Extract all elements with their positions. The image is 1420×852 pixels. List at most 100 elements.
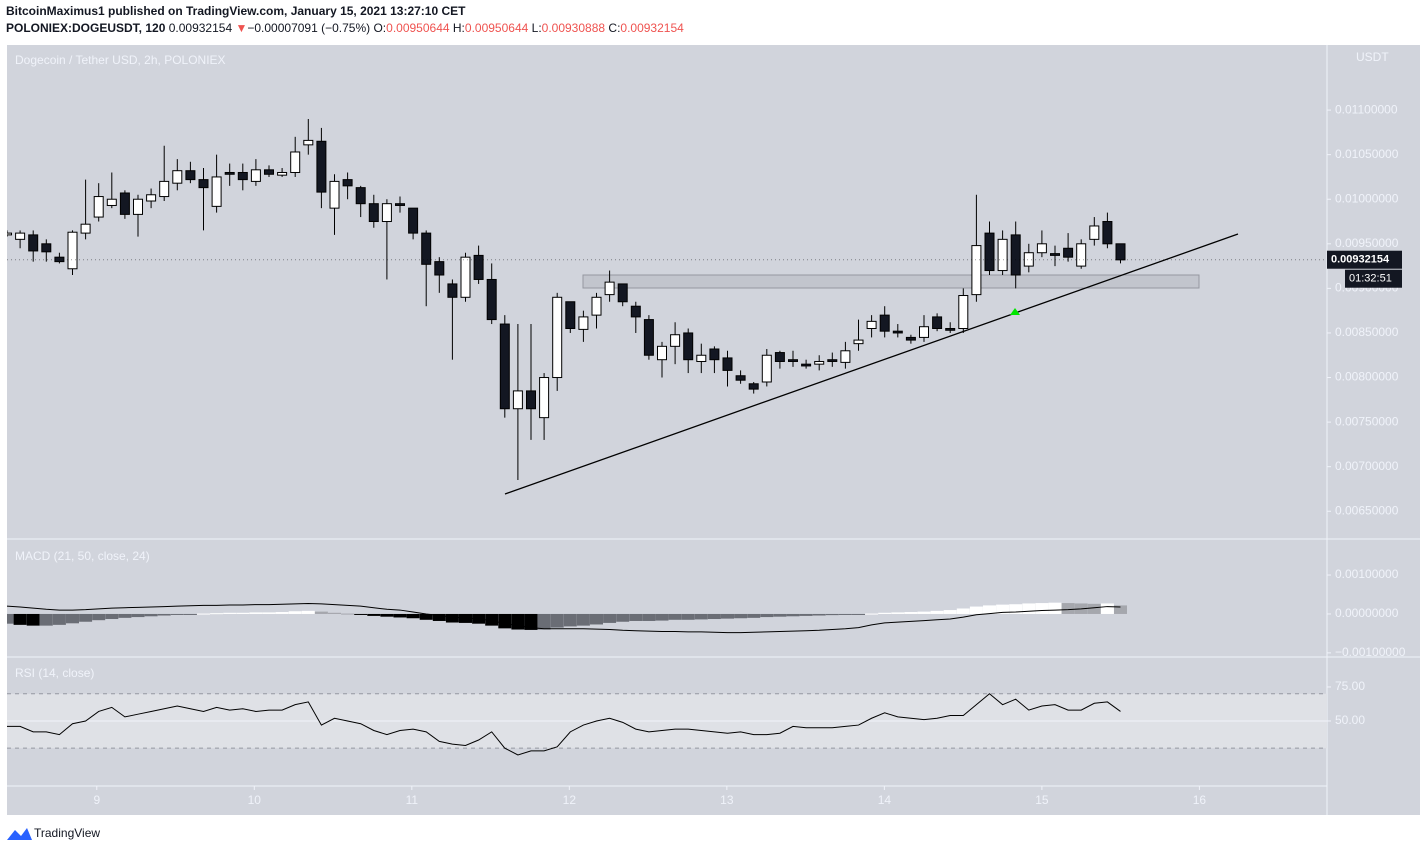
candle-body bbox=[198, 179, 209, 189]
macd-bar bbox=[341, 613, 355, 615]
macd-bar bbox=[485, 613, 499, 626]
l-label: L: bbox=[532, 21, 542, 35]
candle-body bbox=[80, 223, 91, 234]
l: 0.00930888 bbox=[542, 21, 606, 35]
y-tick-label: 0.00800000 bbox=[1335, 370, 1399, 384]
macd-bar bbox=[707, 613, 721, 620]
macd-bar bbox=[983, 605, 996, 614]
candle-body bbox=[355, 187, 366, 205]
x-tick-label: 13 bbox=[720, 793, 734, 807]
y-tick-label: 0.00650000 bbox=[1335, 503, 1399, 517]
macd-bar bbox=[459, 613, 472, 623]
macd-bar bbox=[904, 612, 918, 614]
macd-bar bbox=[26, 613, 40, 626]
c-label: C: bbox=[608, 21, 620, 35]
candle-body bbox=[1089, 225, 1100, 240]
x-tick-label: 9 bbox=[93, 793, 100, 807]
candle-body bbox=[604, 281, 615, 296]
macd-bar bbox=[354, 613, 368, 615]
macd-bar bbox=[314, 611, 328, 614]
macd-bar bbox=[1035, 603, 1049, 614]
candle-body bbox=[159, 180, 170, 198]
candle-body bbox=[879, 314, 890, 332]
macd-bar bbox=[943, 610, 957, 614]
candle-body bbox=[905, 336, 916, 341]
macd-bar bbox=[66, 613, 79, 624]
macd-bar bbox=[825, 613, 839, 616]
candle-body bbox=[172, 170, 183, 184]
symbol-line: POLONIEX:DOGEUSDT, 120 0.00932154 ▼−0.00… bbox=[6, 21, 684, 35]
macd-bar bbox=[498, 613, 512, 629]
y-tick-label: 0.00950000 bbox=[1335, 236, 1399, 250]
y-tick-label: 0.00700000 bbox=[1335, 459, 1399, 473]
macd-bar bbox=[13, 613, 27, 625]
candle-body bbox=[748, 383, 759, 390]
macd-bar bbox=[419, 613, 433, 620]
macd-bar bbox=[301, 610, 315, 614]
candle-body bbox=[984, 232, 995, 272]
macd-bar bbox=[655, 613, 669, 621]
candle-body bbox=[290, 151, 301, 173]
candle-body bbox=[932, 316, 943, 329]
macd-bar bbox=[681, 613, 695, 620]
macd-bar bbox=[786, 613, 800, 617]
macd-bar bbox=[157, 613, 171, 616]
macd-bar bbox=[760, 613, 774, 618]
candle-body bbox=[7, 232, 12, 236]
candle-body bbox=[395, 203, 405, 206]
macd-bar bbox=[956, 608, 970, 614]
candle-body bbox=[264, 169, 274, 175]
macd-bar bbox=[524, 613, 538, 630]
byline-text: BitcoinMaximus1 published on TradingView… bbox=[6, 4, 466, 18]
y-tick-label: 0.01000000 bbox=[1335, 191, 1399, 205]
candle-body bbox=[788, 359, 798, 362]
candle-body bbox=[892, 330, 903, 334]
x-tick-label: 12 bbox=[563, 793, 577, 807]
macd-bar bbox=[118, 613, 132, 618]
macd-bar bbox=[183, 613, 197, 615]
candle-body bbox=[945, 327, 956, 331]
x-tick-label: 10 bbox=[248, 793, 262, 807]
resistance-zone bbox=[582, 274, 1200, 289]
candle-body bbox=[630, 305, 641, 318]
macd-bar bbox=[249, 612, 263, 614]
candle-body bbox=[526, 390, 536, 410]
macd-bar bbox=[537, 613, 551, 630]
candle-body bbox=[853, 339, 864, 345]
candle-body bbox=[709, 348, 720, 361]
macd-bar bbox=[328, 612, 341, 614]
macd-bar bbox=[197, 613, 210, 615]
x-tick-label: 16 bbox=[1193, 793, 1207, 807]
candle-body bbox=[840, 350, 851, 363]
candle-body bbox=[735, 375, 746, 381]
candle-body bbox=[421, 232, 432, 265]
last: 0.00932154 bbox=[169, 21, 233, 35]
macd-bar bbox=[969, 606, 983, 614]
macd-bar bbox=[275, 612, 289, 614]
macd-bar bbox=[865, 613, 879, 615]
candle-body bbox=[919, 326, 929, 338]
candle-body bbox=[15, 232, 26, 240]
macd-bar bbox=[852, 613, 865, 615]
candle-body bbox=[696, 354, 707, 362]
candle-body bbox=[1115, 243, 1126, 261]
macd-bar bbox=[891, 612, 905, 614]
macd-bar bbox=[878, 612, 892, 614]
byline: BitcoinMaximus1 published on TradingView… bbox=[6, 4, 466, 18]
macd-bar bbox=[380, 613, 394, 617]
candle-body bbox=[1010, 234, 1021, 276]
arrow: ▼ bbox=[235, 21, 247, 35]
candle-body bbox=[408, 207, 419, 234]
y-tick-label: 0.00850000 bbox=[1335, 325, 1399, 339]
macd-line bbox=[7, 602, 1121, 634]
h: 0.00950644 bbox=[465, 21, 529, 35]
macd-bar bbox=[39, 613, 53, 626]
macd-bar bbox=[445, 613, 459, 623]
candle-body bbox=[565, 301, 576, 329]
candle-body bbox=[552, 296, 563, 379]
c: 0.00932154 bbox=[620, 21, 684, 35]
last-price-box bbox=[1327, 250, 1402, 269]
macd-bar bbox=[590, 613, 603, 625]
candle-body bbox=[512, 390, 523, 410]
